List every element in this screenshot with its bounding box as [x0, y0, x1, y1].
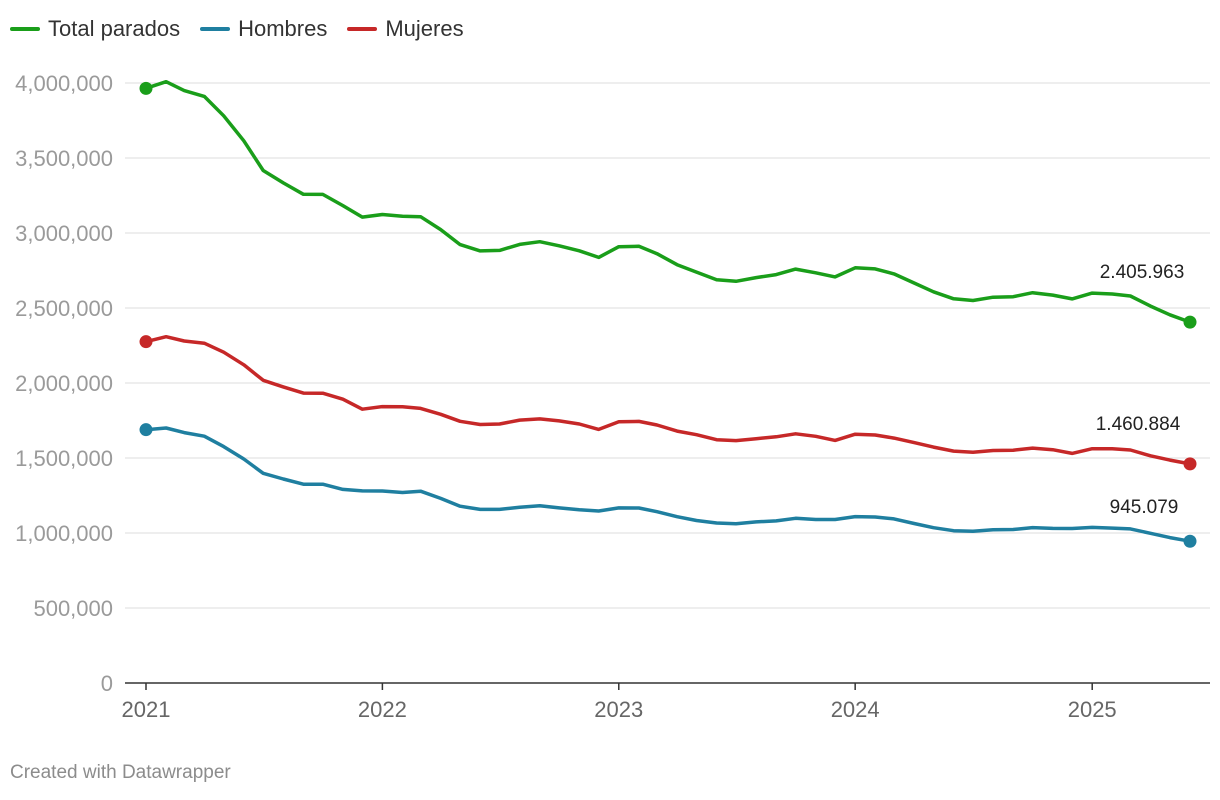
series-line-hombres — [144, 426, 1192, 543]
footer-credit: Created with Datawrapper — [10, 762, 231, 783]
legend-item-mujeres: Mujeres — [347, 16, 464, 42]
legend-label-total: Total parados — [48, 16, 181, 41]
x-tick-label: 2022 — [358, 697, 407, 722]
y-tick-label: 2,000,000 — [15, 371, 113, 396]
series-start-point — [139, 423, 153, 437]
series-line-mujeres — [144, 334, 1192, 466]
legend-swatch-mujeres — [347, 27, 378, 31]
y-tick-label: 2,500,000 — [15, 296, 113, 321]
series-end-point — [1183, 534, 1197, 548]
series-line-total — [144, 79, 1192, 324]
series-end-label: 945.079 — [1110, 497, 1179, 518]
legend-label-hombres: Hombres — [238, 16, 328, 41]
y-tick-label: 3,000,000 — [15, 221, 113, 246]
x-tick-label: 2023 — [594, 697, 643, 722]
y-tick-label: 500,000 — [33, 596, 113, 621]
x-tick-label: 2024 — [831, 697, 880, 722]
legend-swatch-hombres — [200, 27, 231, 31]
series-end-point — [1183, 457, 1197, 471]
series-start-point — [139, 335, 153, 349]
legend-label-mujeres: Mujeres — [385, 16, 464, 41]
legend-item-hombres: Hombres — [200, 16, 327, 42]
y-tick-label: 0 — [101, 671, 113, 696]
series-end-label: 2.405.963 — [1100, 262, 1185, 283]
legend-item-total: Total parados — [10, 16, 180, 42]
x-tick-label: 2025 — [1068, 697, 1117, 722]
legend-swatch-total — [10, 27, 40, 31]
y-tick-label: 1,500,000 — [15, 446, 113, 471]
y-tick-label: 1,000,000 — [15, 521, 113, 546]
series-end-label: 1.460.884 — [1096, 414, 1181, 435]
y-tick-label: 3,500,000 — [15, 146, 113, 171]
x-tick-label: 2021 — [122, 697, 171, 722]
series-start-point — [139, 81, 153, 95]
series-end-point — [1183, 315, 1197, 329]
y-tick-label: 4,000,000 — [15, 71, 113, 96]
chart-legend: Total parados Hombres Mujeres — [10, 16, 484, 42]
